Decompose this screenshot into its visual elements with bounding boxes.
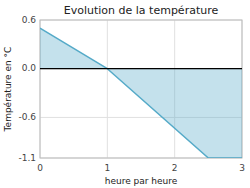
x-tick-label: 1 — [104, 163, 110, 173]
x-tick-label: 0 — [37, 163, 43, 173]
x-grid-line — [107, 20, 108, 158]
plot-area — [40, 28, 242, 158]
y-grid-line — [40, 68, 242, 69]
grid — [40, 20, 242, 158]
x-tick-label: 3 — [239, 163, 245, 173]
area-fill — [40, 28, 242, 158]
chart-container: -1.1 -0.6 0.0 0.6 0 1 2 3 Evolution de la tempér… — [0, 0, 250, 188]
y-axis-label: Température en °C — [3, 47, 13, 133]
y-tick-label: 0.0 — [22, 63, 37, 73]
zero-line — [40, 68, 242, 69]
x-axis-label: heure par heure — [105, 176, 178, 186]
y-tick-label: 0.6 — [22, 15, 37, 25]
plot-frame — [40, 20, 242, 158]
y-tick-label: -1.1 — [18, 153, 36, 163]
y-tick-label: -0.6 — [18, 112, 36, 122]
x-tick-label: 2 — [172, 163, 178, 173]
chart: -1.1 -0.6 0.0 0.6 0 1 2 3 Evolution de la tempér… — [0, 0, 250, 188]
area-line — [40, 28, 242, 158]
title: Evolution de la température — [64, 4, 219, 17]
